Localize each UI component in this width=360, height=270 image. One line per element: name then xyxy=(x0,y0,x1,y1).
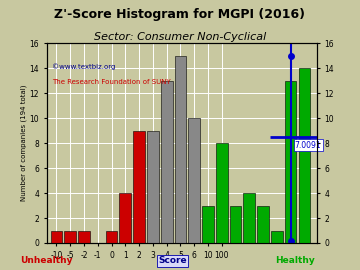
Bar xyxy=(133,131,145,243)
Bar xyxy=(175,56,186,243)
Bar xyxy=(188,118,200,243)
Bar xyxy=(257,205,269,243)
Text: Healthy: Healthy xyxy=(275,256,315,265)
Bar xyxy=(298,68,310,243)
Bar xyxy=(120,193,131,243)
Bar xyxy=(216,143,228,243)
Bar xyxy=(202,205,214,243)
Text: The Research Foundation of SUNY: The Research Foundation of SUNY xyxy=(52,79,171,85)
Bar xyxy=(64,231,76,243)
Bar xyxy=(106,231,117,243)
Text: Unhealthy: Unhealthy xyxy=(21,256,73,265)
Text: Z'-Score Histogram for MGPI (2016): Z'-Score Histogram for MGPI (2016) xyxy=(54,8,306,21)
Text: Score: Score xyxy=(158,256,187,265)
Text: Sector: Consumer Non-Cyclical: Sector: Consumer Non-Cyclical xyxy=(94,32,266,42)
Bar xyxy=(285,81,297,243)
Bar xyxy=(271,231,283,243)
Y-axis label: Number of companies (194 total): Number of companies (194 total) xyxy=(20,85,27,201)
Bar xyxy=(51,231,62,243)
Bar xyxy=(161,81,172,243)
Text: ©www.textbiz.org: ©www.textbiz.org xyxy=(52,63,116,70)
Bar xyxy=(243,193,255,243)
Bar xyxy=(230,205,241,243)
Text: 7.0091: 7.0091 xyxy=(295,141,321,150)
Bar xyxy=(147,131,159,243)
Bar xyxy=(78,231,90,243)
